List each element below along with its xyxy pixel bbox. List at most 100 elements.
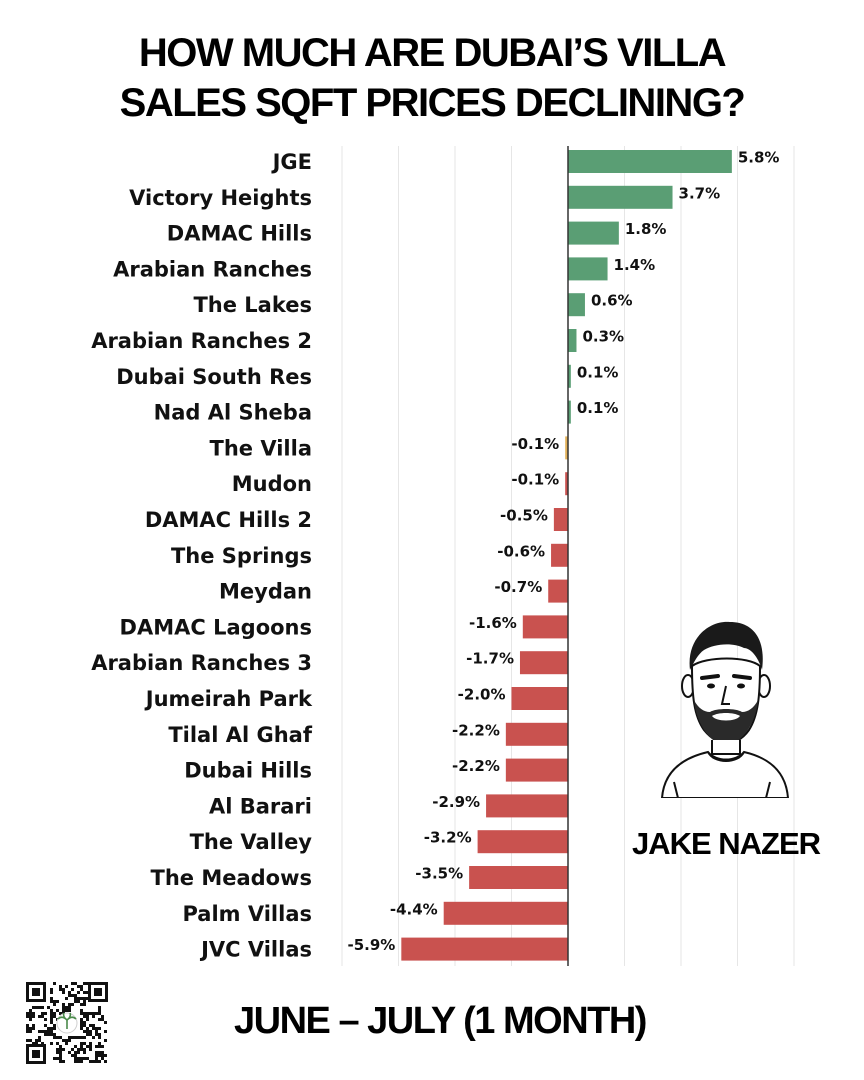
bar: [568, 221, 619, 245]
qr-module: [35, 1006, 38, 1009]
bar: [443, 901, 568, 925]
qr-module: [62, 1009, 65, 1012]
qr-module: [95, 1057, 98, 1060]
qr-module: [62, 1006, 65, 1009]
value-label: -0.6%: [497, 542, 545, 560]
qr-module: [98, 1054, 101, 1057]
qr-module: [38, 1006, 41, 1009]
qr-module: [83, 1003, 86, 1006]
bar: [519, 651, 568, 675]
qr-module: [98, 1060, 101, 1063]
value-label: -2.9%: [432, 793, 480, 811]
qr-module: [101, 1051, 104, 1054]
qr-module: [38, 1030, 41, 1033]
qr-module: [101, 1018, 104, 1021]
qr-module: [38, 1039, 41, 1042]
qr-module: [32, 1042, 35, 1045]
bar: [522, 615, 568, 639]
qr-module: [74, 982, 77, 985]
qr-module: [71, 994, 74, 997]
qr-module: [74, 1057, 77, 1060]
qr-module: [101, 1054, 104, 1057]
value-label: -0.5%: [500, 507, 548, 525]
bar: [568, 150, 732, 173]
qr-module: [89, 1012, 92, 1015]
qr-module: [80, 1060, 83, 1063]
category-label: Dubai Hills: [184, 759, 312, 783]
qr-module: [59, 1054, 62, 1057]
qr-module: [29, 1018, 32, 1021]
value-label: 0.6%: [591, 292, 633, 310]
qr-module: [59, 985, 62, 988]
qr-module: [80, 988, 83, 991]
qr-module: [71, 1003, 74, 1006]
qr-module: [83, 982, 86, 985]
qr-module: [59, 1051, 62, 1054]
value-label: 0.1%: [577, 363, 619, 381]
qr-module: [50, 1000, 53, 1003]
qr-module: [86, 1030, 89, 1033]
qr-module: [53, 1000, 56, 1003]
qr-module: [29, 1009, 32, 1012]
qr-module: [74, 1054, 77, 1057]
qr-module: [98, 1033, 101, 1036]
qr-module: [62, 1048, 65, 1051]
qr-module: [104, 1021, 107, 1024]
qr-module: [95, 1033, 98, 1036]
qr-module: [65, 1009, 68, 1012]
grid-lines: [341, 146, 795, 966]
qr-module: [83, 1012, 86, 1015]
qr-module: [80, 1042, 83, 1045]
qr-module: [53, 1003, 56, 1006]
bar: [565, 472, 568, 496]
qr-module: [80, 1009, 83, 1012]
qr-module: [80, 1018, 83, 1021]
qr-module: [92, 1015, 95, 1018]
bar: [568, 257, 608, 281]
qr-module: [80, 1021, 83, 1024]
qr-module: [47, 1033, 50, 1036]
category-label: Nad Al Sheba: [154, 401, 312, 425]
bar: [568, 185, 673, 209]
qr-module: [83, 1057, 86, 1060]
qr-module: [29, 1039, 32, 1042]
qr-code[interactable]: [24, 980, 110, 1066]
bar: [548, 579, 568, 603]
qr-module: [89, 1033, 92, 1036]
qr-module: [86, 1012, 89, 1015]
bar: [477, 830, 568, 854]
qr-module: [98, 1006, 101, 1009]
bars: [401, 150, 732, 961]
qr-module: [56, 1000, 59, 1003]
qr-module: [83, 991, 86, 994]
qr-module: [98, 1012, 101, 1015]
qr-module: [68, 994, 71, 997]
qr-module: [77, 1060, 80, 1063]
qr-module: [35, 1039, 38, 1042]
qr-module: [47, 1030, 50, 1033]
qr-module: [50, 1015, 53, 1018]
qr-module: [68, 1039, 71, 1042]
qr-module: [95, 1054, 98, 1057]
qr-module: [62, 1039, 65, 1042]
qr-module: [98, 1051, 101, 1054]
qr-module: [95, 1045, 98, 1048]
qr-module: [83, 1036, 86, 1039]
qr-module: [86, 1057, 89, 1060]
qr-module: [50, 1042, 53, 1045]
qr-module: [29, 1027, 32, 1030]
qr-module: [77, 1036, 80, 1039]
qr-module: [74, 1045, 77, 1048]
qr-module: [77, 1057, 80, 1060]
qr-module: [98, 1042, 101, 1045]
qr-module: [32, 1027, 35, 1030]
value-label: -0.1%: [511, 471, 559, 489]
qr-module: [89, 1024, 92, 1027]
qr-module: [80, 1003, 83, 1006]
qr-module: [77, 1048, 80, 1051]
category-labels: JGE Victory Heights DAMAC Hills Arabian Ran…: [91, 150, 313, 962]
value-label: -1.7%: [466, 650, 514, 668]
bar-chart: JGE Victory Heights DAMAC Hills Arabian Ran…: [91, 146, 795, 966]
qr-module: [74, 994, 77, 997]
value-label: 0.1%: [577, 399, 619, 417]
